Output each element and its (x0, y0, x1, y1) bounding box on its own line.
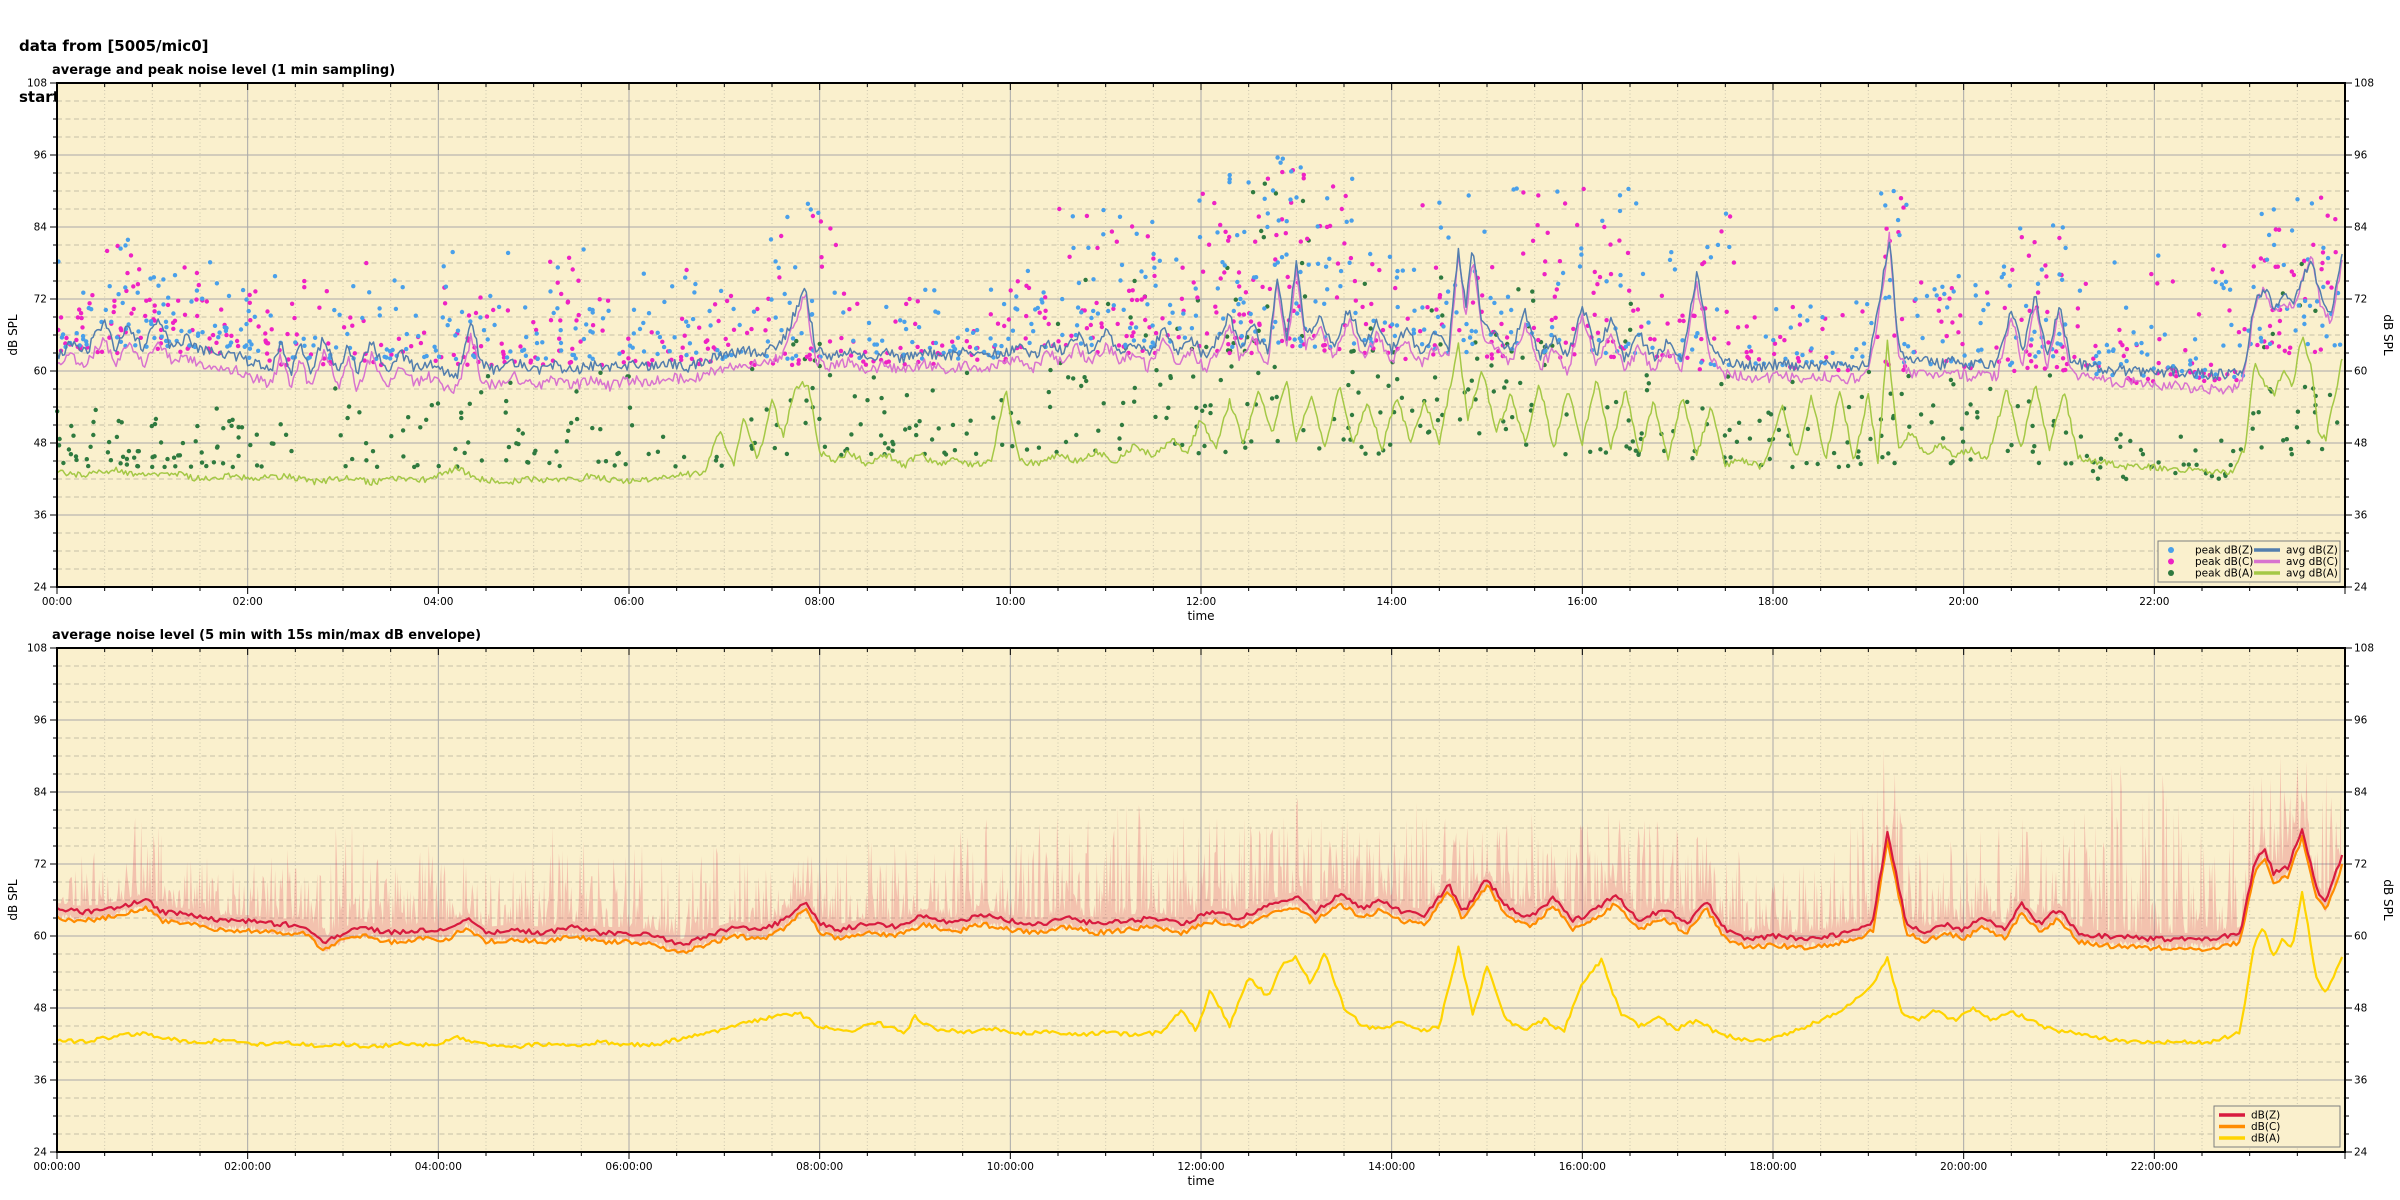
series-avg-db-z (56, 241, 2343, 381)
xtick-label: 08:00 (805, 596, 835, 608)
ytick-left-label: 48 (34, 438, 47, 450)
xtick-label: 12:00:00 (1177, 1161, 1224, 1173)
ytick-left-label: 96 (34, 150, 48, 162)
axis-labels: 24 24 36 36 48 48 60 60 72 72 84 84 96 96 108 108 00:00:… (27, 643, 2374, 1173)
legend-box (2157, 540, 2341, 583)
y-axis-title-right: dB SPL (2381, 879, 2395, 921)
series-avg-db-c (56, 231, 2343, 395)
ytick-left-label: 60 (34, 366, 47, 378)
ytick-right-label: 72 (2354, 294, 2367, 306)
x-axis-title: time (1187, 1174, 1214, 1188)
xtick-label: 14:00 (1377, 596, 1407, 608)
ytick-left-label: 84 (34, 787, 48, 799)
grid-major (57, 83, 2345, 587)
xtick-label: 04:00 (423, 596, 453, 608)
ytick-right-label: 60 (2354, 366, 2367, 378)
xtick-label: 12:00 (1186, 596, 1216, 608)
xtick-label: 06:00 (614, 596, 644, 608)
legend-entry-label: dB(Z) (2251, 1110, 2280, 1122)
axis-labels: 24 24 36 36 48 48 60 60 72 72 84 84 96 96 108 108 00:00 0… (27, 78, 2374, 608)
ytick-left-label: 84 (34, 222, 48, 234)
header-line1: data from [5005/mic0] (19, 37, 209, 55)
xtick-label: 00:00:00 (33, 1161, 80, 1173)
legend-entry-label: peak dB(Z) (2195, 545, 2253, 557)
ytick-right-label: 108 (2354, 78, 2374, 90)
chart-avg-5min-envelope: 24 24 36 36 48 48 60 60 72 72 84 84 96 96 108 108 00:00:… (6, 628, 2395, 1188)
xtick-label: 04:00:00 (415, 1161, 462, 1173)
ytick-left-label: 48 (34, 1003, 47, 1015)
ytick-right-label: 84 (2354, 222, 2368, 234)
chart-title: average and peak noise level (1 min samp… (52, 63, 395, 78)
legend-entry-label: dB(C) (2251, 1121, 2280, 1133)
peak-db-z-legend-marker (2168, 547, 2174, 553)
series-db-a (56, 890, 2344, 1050)
peak-db-c-legend-marker (2168, 558, 2174, 565)
xtick-label: 16:00:00 (1559, 1161, 1606, 1173)
ytick-left-label: 108 (27, 78, 47, 90)
ytick-left-label: 72 (34, 859, 47, 871)
xtick-label: 18:00 (1758, 596, 1788, 608)
ytick-right-label: 108 (2354, 643, 2374, 655)
legend: peak dB(Z)peak dB(C)peak dB(A)avg dB(Z)a… (2157, 540, 2341, 583)
series-avg-db-a (56, 336, 2343, 486)
xtick-label: 20:00 (1949, 596, 1979, 608)
ytick-right-label: 60 (2354, 931, 2367, 943)
ytick-right-label: 24 (2354, 582, 2368, 594)
ytick-left-label: 24 (34, 1147, 48, 1159)
xtick-label: 10:00:00 (987, 1161, 1034, 1173)
xtick-label: 08:00:00 (796, 1161, 843, 1173)
legend-entry-label: peak dB(C) (2195, 556, 2253, 568)
ytick-right-label: 96 (2354, 150, 2368, 162)
ytick-left-label: 24 (34, 582, 48, 594)
series-db-z (56, 828, 2344, 946)
axis-ticks (50, 647, 2352, 1159)
ytick-right-label: 24 (2354, 1147, 2368, 1159)
ytick-left-label: 60 (34, 931, 47, 943)
axis-ticks (50, 82, 2352, 594)
y-axis-title-left: dB SPL (6, 879, 20, 921)
ytick-right-label: 36 (2354, 1075, 2368, 1087)
chart-avg-peak-1min: 24 24 36 36 48 48 60 60 72 72 84 84 96 96 108 108 00:00 0… (6, 63, 2395, 623)
ytick-right-label: 48 (2354, 1003, 2367, 1015)
xtick-label: 10:00 (995, 596, 1025, 608)
ytick-right-label: 96 (2354, 715, 2368, 727)
grid-major (57, 648, 2345, 1152)
xtick-label: 02:00 (233, 596, 263, 608)
ytick-left-label: 36 (34, 510, 48, 522)
legend-entry-label: avg dB(A) (2286, 568, 2338, 580)
xtick-label: 18:00:00 (1749, 1161, 1796, 1173)
xtick-label: 02:00:00 (224, 1161, 271, 1173)
xtick-label: 22:00 (2139, 596, 2169, 608)
ytick-right-label: 84 (2354, 787, 2368, 799)
legend: dB(Z)dB(C)dB(A) (2213, 1105, 2341, 1148)
chart-title: average noise level (5 min with 15s min/… (52, 628, 481, 643)
legend-entry-label: peak dB(A) (2195, 568, 2253, 580)
ytick-left-label: 108 (27, 643, 47, 655)
legend-entry-label: dB(A) (2251, 1133, 2280, 1145)
x-axis-title: time (1187, 609, 1214, 623)
legend-entry-label: avg dB(C) (2286, 556, 2338, 568)
ytick-right-label: 36 (2354, 510, 2368, 522)
peak-db-a-legend-marker (2168, 570, 2174, 576)
xtick-label: 16:00 (1567, 596, 1597, 608)
ytick-left-label: 72 (34, 294, 47, 306)
xtick-label: 22:00:00 (2131, 1161, 2178, 1173)
xtick-label: 06:00:00 (605, 1161, 652, 1173)
y-axis-title-right: dB SPL (2381, 314, 2395, 356)
xtick-label: 00:00 (42, 596, 72, 608)
y-axis-title-left: dB SPL (6, 314, 20, 356)
ytick-right-label: 48 (2354, 438, 2367, 450)
series-db-c (56, 834, 2344, 955)
legend-entry-label: avg dB(Z) (2286, 545, 2338, 557)
xtick-label: 20:00:00 (1940, 1161, 1987, 1173)
ytick-left-label: 96 (34, 715, 48, 727)
ytick-left-label: 36 (34, 1075, 48, 1087)
xtick-label: 14:00:00 (1368, 1161, 1415, 1173)
ytick-right-label: 72 (2354, 859, 2367, 871)
